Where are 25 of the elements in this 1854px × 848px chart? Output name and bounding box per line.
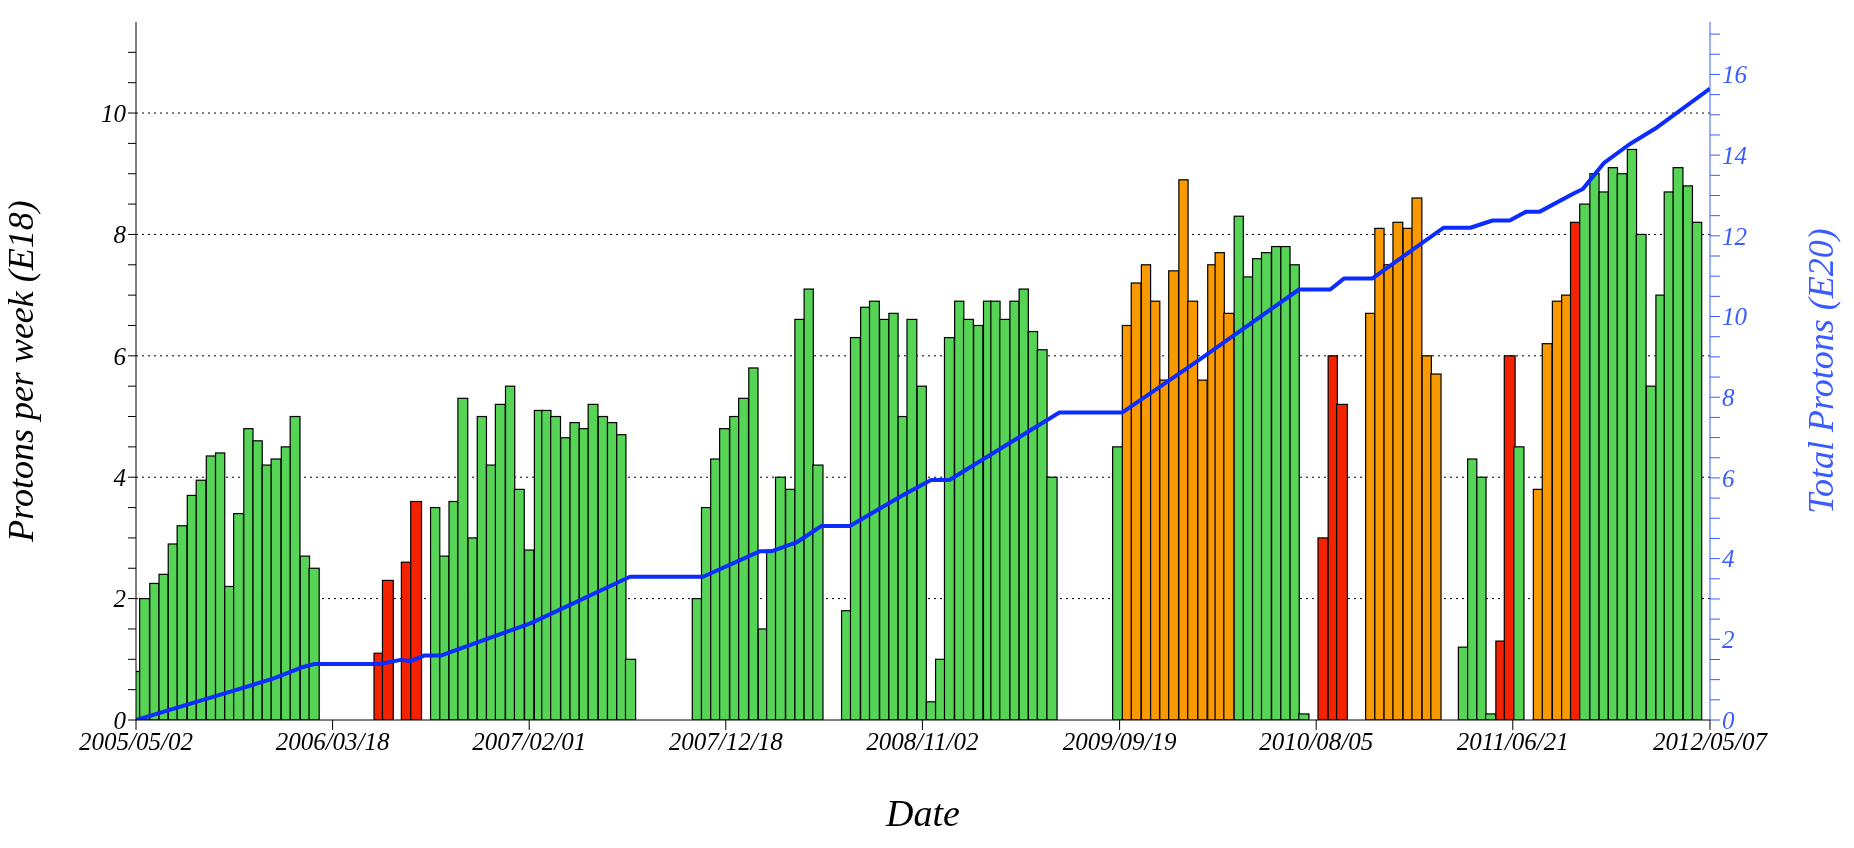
- y-tick-label: 2: [113, 585, 126, 613]
- x-tick-label: 2010/08/05: [1259, 727, 1374, 755]
- y-tick-label: 0: [113, 706, 127, 734]
- y-tick-label: 6: [113, 342, 127, 370]
- x-tick-label: 2007/12/18: [668, 727, 784, 755]
- y2-tick-label: 4: [1722, 545, 1735, 573]
- y2-axis-title: Total Protons (E20): [1800, 228, 1841, 514]
- x-tick-label: 2008/11/02: [866, 727, 979, 755]
- y2-tick-label: 8: [1722, 384, 1735, 412]
- x-tick-label: 2007/02/01: [472, 727, 587, 755]
- x-tick-label: 2009/09/19: [1062, 727, 1178, 755]
- y2-tick-label: 12: [1722, 222, 1747, 250]
- y-tick-label: 8: [113, 221, 127, 249]
- y-axis-title: Protons per week (E18): [0, 200, 41, 543]
- x-tick-label: 2011/06/21: [1456, 727, 1569, 755]
- y2-tick-label: 14: [1722, 142, 1747, 170]
- y-tick-label: 4: [113, 464, 126, 492]
- y2-tick-label: 2: [1722, 626, 1735, 654]
- x-tick-label: 2006/03/18: [275, 727, 391, 755]
- y-tick-label: 10: [101, 99, 127, 127]
- x-axis-title: Date: [885, 792, 961, 834]
- y2-tick-label: 0: [1722, 706, 1735, 734]
- y2-tick-label: 16: [1722, 61, 1748, 89]
- y2-tick-label: 10: [1722, 303, 1748, 331]
- y2-tick-label: 6: [1722, 464, 1735, 492]
